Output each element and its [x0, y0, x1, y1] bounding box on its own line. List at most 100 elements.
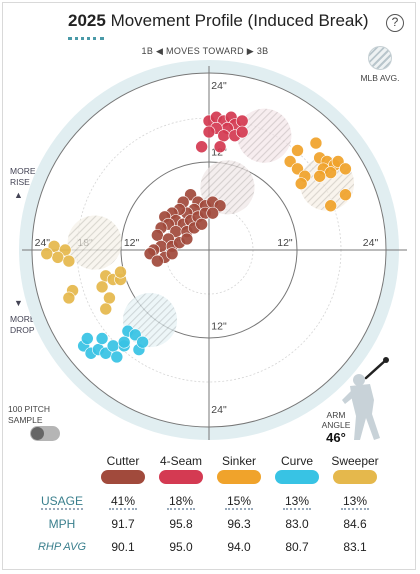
ring-label-right-12: 12"	[277, 237, 293, 249]
sinker-pitch-point	[339, 188, 352, 201]
4seam-pitch-point	[202, 125, 216, 139]
pitcher-silhouette-icon	[342, 357, 389, 440]
rhp-avg-cutter: 90.1	[111, 539, 135, 554]
sinker-pitch-point	[291, 144, 304, 157]
mph-cutter: 91.7	[111, 516, 135, 531]
title-year: 2025	[68, 11, 106, 30]
cutter-pitch-point	[151, 254, 164, 268]
usage-row-label: USAGE	[40, 493, 83, 510]
usage-4seam: 18%	[166, 493, 196, 510]
sinker-color-pill	[217, 470, 261, 484]
sinker-pitch-point	[324, 166, 337, 179]
rhp-avg-sinker: 94.0	[227, 539, 251, 554]
ring-label-left-24: 24"	[35, 237, 51, 249]
cutter-pitch-point	[180, 232, 194, 246]
cutter-pitch-point	[206, 206, 219, 220]
cutter-pitch-point	[195, 217, 208, 231]
mlb-avg-legend: MLB AVG.	[350, 46, 410, 83]
sample-label: 100 PITCH SAMPLE	[8, 404, 50, 426]
arrow-down-icon: ▼	[14, 298, 23, 308]
cutter-pitch-point	[165, 247, 179, 260]
more-rise-line1: MORE	[10, 166, 36, 176]
4seam-pitch-point	[213, 140, 227, 154]
cutter-color-pill	[101, 470, 145, 484]
mph-row-label: MPH	[48, 516, 76, 531]
ring-label-bottom-24: 24"	[211, 404, 227, 416]
sinker-pitch-point	[313, 169, 326, 183]
mlb-avg-swatch-icon	[368, 46, 392, 70]
mph-sweeper: 84.6	[343, 516, 367, 531]
col-header-sinker: Sinker	[221, 454, 256, 468]
arrow-right-icon: ▶	[246, 46, 255, 56]
col-header-sweeper: Sweeper	[331, 454, 379, 468]
4seam-pitch-point	[235, 125, 249, 139]
arrow-left-icon: ◀	[155, 46, 164, 56]
pitch-points-layer	[40, 110, 352, 364]
more-drop-label: MORE DROP	[10, 314, 36, 336]
arm-angle-label-line1: ARM	[326, 410, 346, 420]
4seam-pitch-point	[235, 114, 249, 128]
sweeper-pitch-point	[40, 247, 54, 260]
title-underline	[68, 37, 104, 40]
sweeper-pitch-point	[99, 302, 113, 316]
pitch-stats-table: Cutter 4-Seam Sinker Curve Sweeper USAGE…	[30, 452, 384, 558]
4seam-pitch-point	[195, 140, 208, 154]
card-frame	[2, 2, 416, 570]
sinker-pitch-point	[309, 136, 323, 150]
moves-left-label: 1B	[141, 46, 154, 56]
rhp-avg-row-label: RHP AVG	[37, 540, 87, 553]
col-header-4seam: 4-Seam	[159, 454, 203, 468]
arrow-up-icon: ▲	[14, 190, 23, 200]
movement-plot: 24"12"12"24"24"18"12"6"12"24"	[19, 60, 407, 440]
mph-curve: 83.0	[285, 516, 309, 531]
curve-pitch-point	[81, 332, 94, 345]
curve-color-pill	[275, 470, 319, 484]
rhp-avg-sweeper: 83.1	[343, 539, 367, 554]
sample-toggle[interactable]	[30, 426, 60, 441]
sweeper-pitch-point	[114, 265, 127, 279]
sample-toggle-knob	[31, 427, 44, 440]
title-text: Movement Profile (Induced Break)	[110, 11, 369, 30]
curve-pitch-point	[95, 332, 109, 345]
more-rise-label: MORE RISE	[10, 166, 36, 188]
curve-pitch-point	[117, 335, 131, 349]
sweeper-pitch-point	[95, 280, 109, 294]
4seam-pitch-point	[217, 129, 231, 142]
moves-right-label: 3B	[256, 46, 269, 56]
header-spacer	[30, 452, 94, 470]
ring-label-top-24: 24"	[211, 80, 227, 92]
arm-angle-label-line2: ANGLE	[321, 420, 351, 430]
ring-label-bottom-12: 12"	[211, 321, 227, 333]
sweeper-color-pill	[333, 470, 377, 484]
sample-label-line2: SAMPLE	[8, 415, 43, 425]
sinker-pitch-point	[324, 199, 337, 213]
more-drop-line2: DROP	[10, 325, 35, 335]
arm-angle-value: 46°	[326, 430, 346, 445]
mph-4seam: 95.8	[169, 516, 193, 531]
rhp-avg-4seam: 95.0	[169, 539, 193, 554]
usage-sweeper: 13%	[340, 493, 370, 510]
sweeper-pitch-point	[62, 291, 76, 305]
usage-cutter: 41%	[108, 493, 138, 510]
sweeper-pitch-point	[51, 251, 65, 264]
col-header-curve: Curve	[280, 454, 313, 468]
cutter-pitch-point	[151, 228, 164, 242]
rhp-avg-curve: 80.7	[285, 539, 309, 554]
sweeper-mlb-avg-zone	[67, 215, 122, 270]
ring-label-right-24: 24"	[363, 237, 379, 249]
sinker-pitch-point	[339, 162, 352, 176]
arm-angle-label: ARM ANGLE	[316, 410, 356, 430]
sweeper-pitch-point	[103, 291, 116, 305]
4seam-color-pill	[159, 470, 203, 484]
4seam-mlb-avg-zone	[237, 108, 292, 163]
more-rise-line2: RISE	[10, 177, 30, 187]
help-icon[interactable]: ?	[386, 14, 404, 32]
moves-toward-label: 1B ◀ MOVES TOWARD ▶ 3B	[130, 46, 280, 57]
pill-spacer	[30, 470, 94, 489]
col-header-cutter: Cutter	[106, 454, 140, 468]
curve-pitch-point	[110, 350, 124, 364]
moves-center-label: MOVES TOWARD	[166, 46, 244, 56]
more-drop-line1: MORE	[10, 314, 36, 324]
curve-pitch-point	[136, 335, 149, 349]
sinker-pitch-point	[294, 177, 308, 190]
